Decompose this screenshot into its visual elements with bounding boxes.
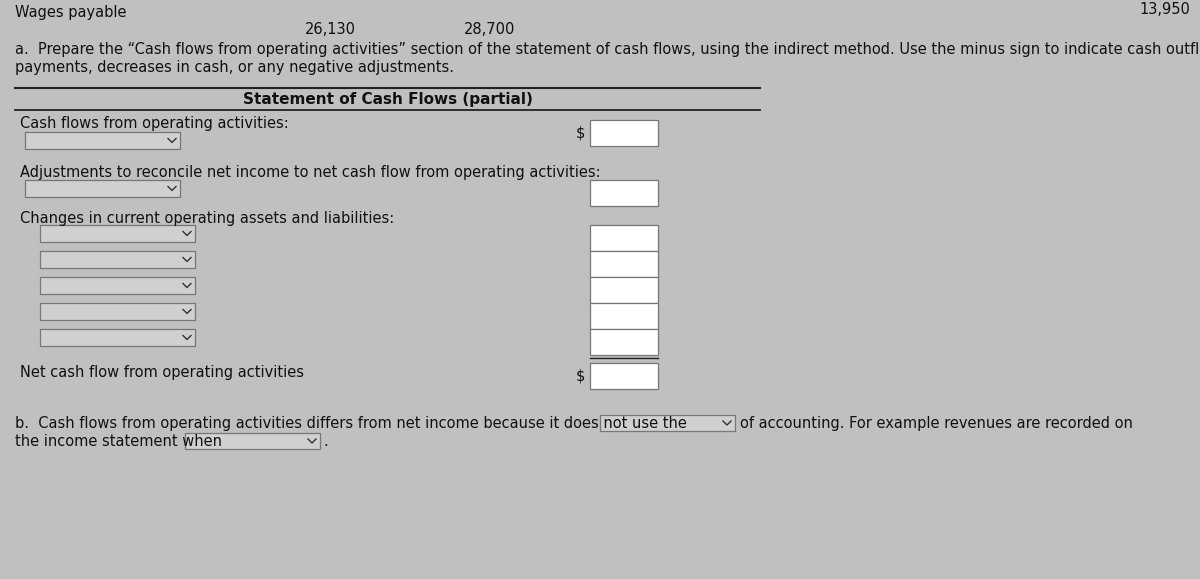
Bar <box>185 433 320 449</box>
Text: $: $ <box>576 368 586 383</box>
Text: Changes in current operating assets and liabilities:: Changes in current operating assets and … <box>20 211 395 226</box>
Text: the income statement when: the income statement when <box>14 434 222 449</box>
Bar <box>590 277 658 303</box>
Bar <box>40 251 194 268</box>
Bar <box>25 180 180 197</box>
Text: Net cash flow from operating activities: Net cash flow from operating activities <box>20 365 304 380</box>
Text: of accounting. For example revenues are recorded on: of accounting. For example revenues are … <box>740 416 1133 431</box>
Bar <box>590 363 658 389</box>
Text: payments, decreases in cash, or any negative adjustments.: payments, decreases in cash, or any nega… <box>14 60 454 75</box>
Text: Wages payable: Wages payable <box>14 5 126 20</box>
Text: .: . <box>323 434 328 449</box>
Bar <box>25 132 180 149</box>
Text: Cash flows from operating activities:: Cash flows from operating activities: <box>20 116 289 131</box>
Bar <box>600 415 734 431</box>
Bar <box>40 277 194 294</box>
Text: 28,700: 28,700 <box>464 22 516 37</box>
Bar <box>590 303 658 329</box>
Text: $: $ <box>576 126 586 141</box>
Text: 26,130: 26,130 <box>305 22 355 37</box>
Bar <box>40 303 194 320</box>
Bar <box>590 120 658 146</box>
Bar <box>590 180 658 206</box>
Bar <box>40 329 194 346</box>
Text: a.  Prepare the “Cash flows from operating activities” section of the statement : a. Prepare the “Cash flows from operatin… <box>14 42 1200 57</box>
Bar <box>590 251 658 277</box>
Text: Adjustments to reconcile net income to net cash flow from operating activities:: Adjustments to reconcile net income to n… <box>20 165 601 180</box>
Bar <box>40 225 194 242</box>
Text: 13,950: 13,950 <box>1139 2 1190 17</box>
Text: Statement of Cash Flows (partial): Statement of Cash Flows (partial) <box>242 92 533 107</box>
Text: b.  Cash flows from operating activities differs from net income because it does: b. Cash flows from operating activities … <box>14 416 686 431</box>
Bar <box>590 329 658 355</box>
Bar <box>590 225 658 251</box>
